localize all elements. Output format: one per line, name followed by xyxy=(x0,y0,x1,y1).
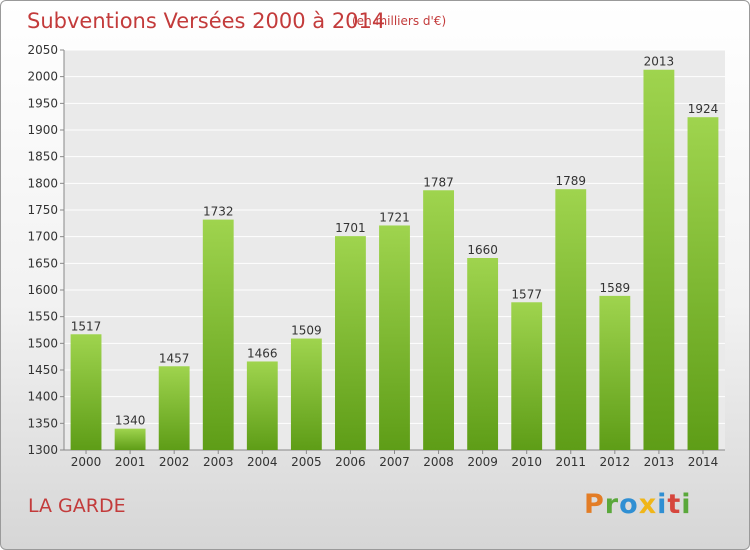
value-label-2007: 1721 xyxy=(379,210,410,224)
value-label-2006: 1701 xyxy=(335,221,366,235)
bar-2009 xyxy=(467,258,499,450)
bar-2008 xyxy=(423,190,454,450)
x-tick-label-2014: 2014 xyxy=(688,455,719,469)
x-tick-label-2007: 2007 xyxy=(379,455,410,469)
y-tick-label: 1950 xyxy=(27,96,58,110)
value-label-2003: 1732 xyxy=(203,205,234,219)
x-tick-label-2000: 2000 xyxy=(71,455,102,469)
y-tick-label: 1600 xyxy=(27,283,58,297)
value-label-2011: 1789 xyxy=(555,174,586,188)
x-tick-label-2008: 2008 xyxy=(423,455,454,469)
commune-name: LA GARDE xyxy=(28,495,126,517)
x-tick-label-2009: 2009 xyxy=(467,455,498,469)
bar-2002 xyxy=(158,366,190,450)
y-tick-label: 1850 xyxy=(27,150,58,164)
x-tick-label-2002: 2002 xyxy=(159,455,190,469)
bar-2001 xyxy=(114,428,146,450)
y-tick-label: 1700 xyxy=(27,230,58,244)
y-tick-label: 1300 xyxy=(27,443,58,457)
bar-2012 xyxy=(599,295,631,450)
x-tick-label-2010: 2010 xyxy=(511,455,542,469)
value-label-2008: 1787 xyxy=(423,175,454,189)
bar-2011 xyxy=(555,189,587,450)
value-label-2012: 1589 xyxy=(600,281,631,295)
proxiti-logo[interactable]: Proxiti xyxy=(584,489,692,520)
value-label-2014: 1924 xyxy=(688,102,719,116)
y-tick-label: 1350 xyxy=(27,416,58,430)
x-tick-label-2004: 2004 xyxy=(247,455,278,469)
y-tick-label: 1750 xyxy=(27,203,58,217)
y-tick-label: 1650 xyxy=(27,256,58,270)
y-tick-label: 1450 xyxy=(27,363,58,377)
y-tick-label: 2050 xyxy=(27,43,58,57)
bar-2014 xyxy=(687,117,719,450)
x-tick-label-2005: 2005 xyxy=(291,455,322,469)
bar-2003 xyxy=(202,219,234,450)
bars xyxy=(70,69,719,450)
y-tick-label: 1500 xyxy=(27,336,58,350)
chart-subtitle: (en milliers d'€) xyxy=(352,14,447,28)
value-labels: 1517 1340 1457 1732 1466 1509 1701 1721 1787 1660… xyxy=(71,55,718,428)
x-tick-label-2003: 2003 xyxy=(203,455,234,469)
value-label-2004: 1466 xyxy=(247,346,278,360)
y-tick-label: 1550 xyxy=(27,310,58,324)
y-axis-tick-labels: 1300 1350 1400 1450 1500 1550 1600 1650 1700 1750… xyxy=(27,43,58,457)
x-tick-label-2011: 2011 xyxy=(555,455,586,469)
chart-title: Subventions Versées 2000 à 2014 xyxy=(27,9,386,33)
y-tick-label: 1400 xyxy=(27,390,58,404)
bar-2004 xyxy=(246,361,278,450)
bar-2013 xyxy=(643,69,675,450)
y-tick-label: 2000 xyxy=(27,70,58,84)
value-label-2001: 1340 xyxy=(115,414,146,428)
value-label-2010: 1577 xyxy=(511,287,542,301)
bar-2000 xyxy=(70,334,102,450)
value-label-2000: 1517 xyxy=(71,319,102,333)
value-label-2013: 2013 xyxy=(644,55,675,69)
y-tick-label: 1800 xyxy=(27,176,58,190)
x-tick-label-2001: 2001 xyxy=(115,455,146,469)
value-label-2005: 1509 xyxy=(291,324,322,338)
bar-2007 xyxy=(379,225,410,450)
bar-2006 xyxy=(335,236,366,450)
x-tick-label-2012: 2012 xyxy=(600,455,631,469)
value-label-2002: 1457 xyxy=(159,351,190,365)
bar-2005 xyxy=(290,338,322,450)
y-tick-label: 1900 xyxy=(27,123,58,137)
x-tick-label-2006: 2006 xyxy=(335,455,366,469)
x-axis-tick-labels: 2000 2001 2002 2003 2004 2005 2006 2007 2008 2009… xyxy=(71,450,718,469)
bar-2010 xyxy=(511,302,543,450)
value-label-2009: 1660 xyxy=(467,243,498,257)
x-tick-label-2013: 2013 xyxy=(644,455,675,469)
